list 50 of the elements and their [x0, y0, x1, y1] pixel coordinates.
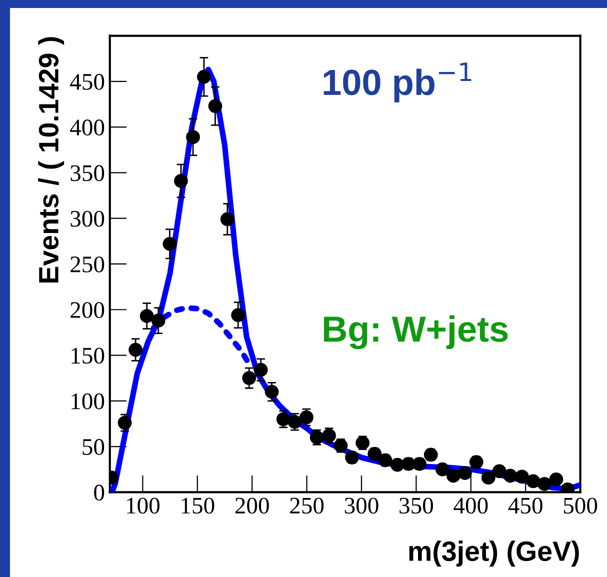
- y-tick-label: 400: [70, 120, 104, 136]
- point: [254, 362, 268, 377]
- y-tick-label: 200: [70, 302, 104, 318]
- x-tick-label: 250: [290, 498, 324, 514]
- point: [276, 412, 290, 426]
- point: [186, 130, 200, 144]
- x-axis-title: m(3jet) (GeV): [409, 540, 579, 567]
- point: [378, 453, 392, 468]
- point: [515, 470, 529, 484]
- x-tick-label: 350: [400, 498, 433, 514]
- point: [436, 462, 450, 476]
- point: [174, 174, 188, 188]
- x-tick-label: 300: [344, 498, 378, 514]
- annotation: 100 pb$^{−1}$: [324, 62, 472, 102]
- y-tick-label: 450: [70, 74, 104, 90]
- y-axis-title: Events / ( 10.1429 ): [38, 37, 64, 282]
- point: [208, 99, 222, 114]
- y-tick-label: 100: [72, 393, 104, 410]
- point: [356, 436, 370, 450]
- point: [264, 384, 279, 399]
- y-tick-label: 350: [70, 165, 104, 182]
- x-tick-label: 150: [182, 498, 214, 514]
- annotation: Bg: W+jets: [324, 315, 508, 350]
- point: [162, 236, 177, 251]
- point: [390, 458, 404, 472]
- point: [140, 309, 154, 323]
- x-tick-label: 400: [454, 498, 488, 514]
- x-tick-label: 200: [235, 498, 269, 514]
- point: [220, 212, 234, 226]
- point: [446, 468, 460, 483]
- point: [151, 314, 166, 328]
- point: [231, 308, 246, 322]
- point: [197, 70, 211, 84]
- point: [128, 342, 143, 357]
- point: [503, 468, 518, 483]
- x-tick-label: 100: [127, 498, 160, 514]
- point: [538, 477, 552, 491]
- point: [242, 371, 256, 386]
- x-tick-label: 450: [508, 498, 542, 514]
- point: [481, 470, 496, 485]
- point: [526, 474, 540, 488]
- x-tick-label: 500: [564, 498, 598, 514]
- y-tick-label: 150: [72, 348, 104, 364]
- point: [549, 472, 564, 486]
- y-tick-label: 50: [82, 439, 104, 455]
- point: [368, 446, 382, 461]
- y-tick-label: 300: [70, 210, 104, 227]
- y-tick-label: 0: [94, 484, 104, 501]
- y-tick-label: 250: [70, 256, 104, 272]
- point: [492, 464, 506, 478]
